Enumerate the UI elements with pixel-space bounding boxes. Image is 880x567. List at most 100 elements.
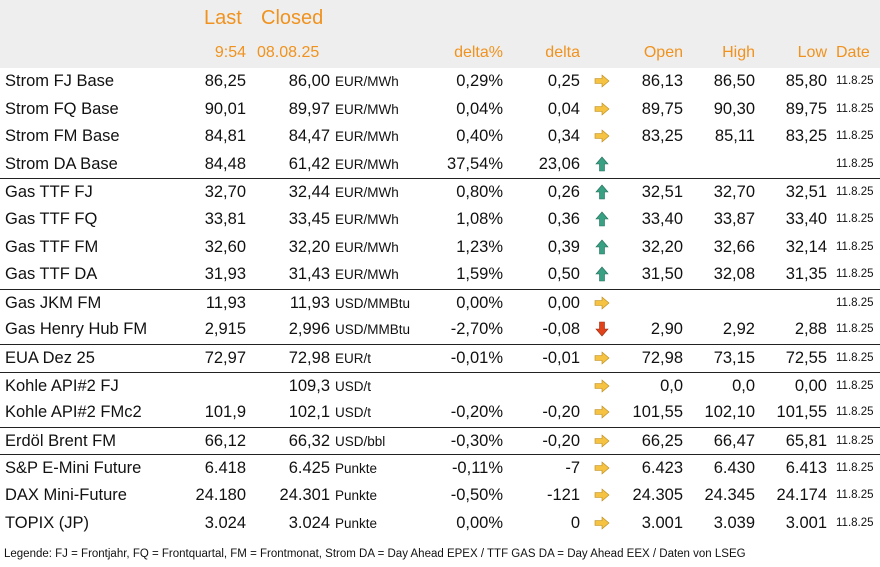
cell-high: [683, 290, 755, 317]
cell-date: 11.8.25: [836, 352, 874, 364]
cell-name: TOPIX (JP): [5, 513, 90, 532]
cell-high: 90,30: [713, 99, 755, 118]
cell-last: 101,9: [204, 403, 246, 422]
arrow-right-icon: [594, 460, 610, 476]
cell-open: 101,55: [632, 403, 683, 422]
cell-name: S&P E-Mini Future: [5, 459, 142, 478]
cell-name: DAX Mini-Future: [5, 486, 127, 504]
cell-high: [683, 151, 755, 178]
cell-low: 32,14: [785, 237, 827, 256]
table-row: Kohle API#2 FJ 109,3 USD/t 0,0 0,0 0,00 11.8.2…: [0, 371, 880, 400]
table-row: Strom FQ Base 90,01 89,97 EUR/MWh 0,04% 0,04 8…: [0, 96, 880, 123]
arrow-right-icon: [594, 101, 610, 117]
cell-unit: EUR/MWh: [335, 267, 399, 283]
cell-name: Gas TTF FJ: [5, 183, 93, 202]
cell-open: 83,25: [641, 127, 683, 146]
cell-delta: -0,20: [542, 431, 580, 450]
cell-name: Gas TTF FQ: [5, 210, 98, 228]
cell-open: 31,50: [641, 265, 683, 284]
table-row: Strom FM Base 84,81 84,47 EUR/MWh 0,40% 0,34 8…: [0, 123, 880, 150]
cell-unit: Punkte: [335, 488, 378, 503]
cell-last: 11,93: [205, 293, 246, 312]
cell-closed: 102,1: [288, 403, 330, 422]
cell-low: 33,40: [785, 210, 827, 228]
cell-delta-pct: 0,00%: [456, 293, 503, 312]
arrow-right-icon: [594, 515, 610, 531]
cell-date: 11.8.25: [836, 323, 874, 336]
cell-date: 11.8.25: [836, 406, 874, 419]
cell-unit: EUR/t: [335, 351, 372, 366]
header-last-time: 9:54: [214, 44, 246, 61]
cell-name: Strom FJ Base: [5, 72, 115, 90]
cell-last: 2,915: [204, 320, 246, 339]
cell-unit: Punkte: [335, 515, 378, 531]
cell-high: 102,10: [704, 403, 755, 422]
arrow-up-icon: [594, 239, 610, 255]
arrow-up-icon: [594, 211, 610, 227]
cell-name: Gas TTF DA: [5, 265, 98, 284]
cell-delta: 0,39: [547, 237, 580, 256]
cell-high: 66,47: [713, 431, 755, 450]
cell-unit: USD/t: [335, 378, 372, 394]
cell-delta: 0,34: [547, 127, 580, 146]
cell-open: [610, 290, 683, 317]
cell-open: 3.001: [641, 513, 683, 532]
arrow-right-icon: [594, 128, 610, 144]
cell-low: 32,51: [785, 183, 827, 202]
cell-delta: [510, 373, 580, 400]
cell-last: 32,70: [204, 183, 246, 202]
table-row: TOPIX (JP) 3.024 3.024 Punkte 0,00% 0 3.001 3.0…: [0, 510, 880, 537]
cell-date: 11.8.25: [836, 462, 874, 475]
cell-closed: 66,32: [288, 431, 330, 450]
arrow-right-icon: [594, 350, 610, 366]
arrow-down-icon: [594, 321, 610, 337]
cell-delta: 0,04: [547, 99, 580, 118]
cell-date: 11.8.25: [836, 379, 874, 392]
cell-date: 11.8.25: [836, 268, 874, 281]
cell-name: Strom FM Base: [5, 127, 120, 146]
table-row: Gas TTF FJ 32,70 32,44 EUR/MWh 0,80% 0,26 32,5…: [0, 178, 880, 206]
cell-closed: 109,3: [288, 376, 330, 395]
cell-name: Kohle API#2 FMc2: [5, 403, 142, 422]
cell-high: 33,87: [713, 210, 755, 228]
cell-delta-pct: 0,04%: [456, 99, 503, 118]
table-row: Kohle API#2 FMc2 101,9 102,1 USD/t -0,20% -0,…: [0, 399, 880, 426]
header-last: Last: [204, 7, 242, 29]
cell-closed: 31,43: [288, 265, 330, 284]
cell-delta: 0,36: [547, 210, 580, 228]
cell-name: Strom DA Base: [5, 154, 118, 173]
cell-low: [755, 151, 827, 178]
cell-open: [610, 151, 683, 178]
cell-low: 2,88: [794, 320, 827, 339]
cell-last: 6.418: [204, 459, 246, 478]
cell-date: 11.8.25: [836, 516, 874, 529]
header-date: Date: [836, 44, 870, 61]
cell-name: Kohle API#2 FJ: [5, 376, 119, 395]
cell-last: 72,97: [204, 349, 246, 367]
cell-closed: 89,97: [288, 99, 330, 118]
cell-low: 6.413: [785, 459, 827, 478]
cell-delta-pct: -0,20%: [450, 403, 503, 422]
cell-date: 11.8.25: [836, 75, 874, 87]
cell-date: 11.8.25: [836, 157, 874, 170]
header-open: Open: [643, 44, 683, 61]
cell-delta-pct: -0,30%: [450, 431, 503, 450]
cell-date: 11.8.25: [836, 186, 874, 199]
cell-closed: 33,45: [288, 210, 330, 228]
cell-delta: 0: [570, 513, 580, 532]
arrow-right-icon: [594, 295, 610, 311]
cell-delta: -121: [546, 486, 580, 504]
cell-closed: 32,44: [288, 183, 330, 202]
cell-delta-pct: [420, 373, 503, 400]
table-row: Gas TTF DA 31,93 31,43 EUR/MWh 1,59% 0,50 31,5…: [0, 261, 880, 288]
header-closed: Closed: [261, 7, 324, 29]
table-row: Erdöl Brent FM 66,12 66,32 USD/bbl -0,30% -0,…: [0, 426, 880, 455]
cell-last: 66,12: [204, 431, 246, 450]
cell-delta-pct: -0,50%: [450, 486, 503, 504]
cell-date: 11.8.25: [836, 213, 874, 225]
cell-high: 73,15: [713, 349, 755, 367]
cell-date: 11.8.25: [836, 102, 874, 115]
table-row: Strom FJ Base 86,25 86,00 EUR/MWh 0,29% 0,25 8…: [0, 68, 880, 95]
cell-unit: USD/MMBtu: [335, 295, 411, 311]
cell-name: Gas TTF FM: [5, 237, 99, 256]
